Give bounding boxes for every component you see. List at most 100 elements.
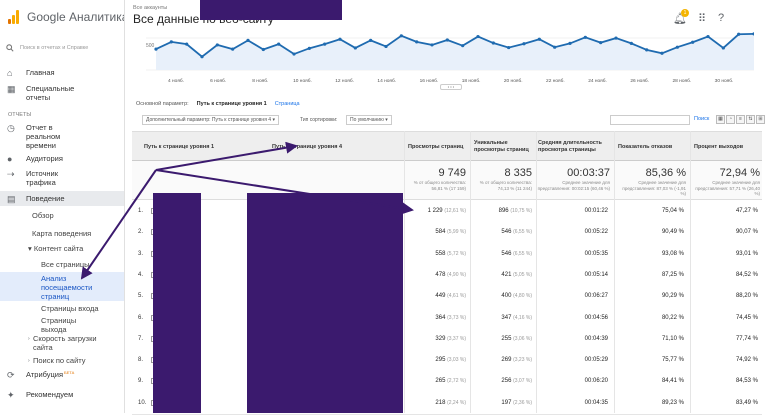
sidebar-item-all-pages[interactable]: Все страницы bbox=[0, 260, 124, 271]
col-header-page-path-4[interactable]: Путь к странице уровня 4 bbox=[272, 143, 343, 150]
data-point[interactable] bbox=[675, 45, 679, 49]
table-row[interactable]: 2. 584 (5,99 %) 546 (6,55 %) 00:05:22 90,49 … bbox=[132, 221, 762, 245]
data-point[interactable] bbox=[399, 34, 403, 38]
data-point[interactable] bbox=[645, 48, 649, 52]
sort-type-dropdown[interactable]: По умолчанию ▾ bbox=[346, 115, 392, 125]
data-point[interactable] bbox=[737, 32, 741, 36]
sidebar-item-site-speed[interactable]: › Скорость загрузки сайта bbox=[0, 334, 124, 353]
data-point[interactable] bbox=[445, 38, 449, 42]
table-view-icon[interactable]: ▦ bbox=[716, 115, 725, 124]
sidebar-item-landing-pages[interactable]: Страницы входа bbox=[0, 304, 124, 315]
cell-avg-time: 00:06:20 bbox=[584, 378, 608, 385]
data-point[interactable] bbox=[706, 34, 710, 39]
sidebar-item-acquisition[interactable]: ⇢ Источник трафика bbox=[0, 169, 124, 189]
data-point[interactable] bbox=[261, 47, 265, 52]
data-point[interactable] bbox=[185, 42, 189, 46]
sidebar-item-audience[interactable]: ● Аудитория bbox=[0, 154, 124, 165]
chart-collapse-handle[interactable]: • • • bbox=[440, 84, 462, 90]
col-header-bounce-rate[interactable]: Показатель отказов bbox=[618, 143, 673, 150]
table-row[interactable]: 10. 218 (2,24 %) 197 (2,36 %) 00:04:35 89,23… bbox=[132, 391, 762, 415]
data-point[interactable] bbox=[353, 46, 357, 50]
col-header-page-path-1[interactable]: Путь к странице уровня 1 bbox=[144, 143, 215, 150]
data-point[interactable] bbox=[583, 35, 587, 39]
data-point[interactable] bbox=[169, 40, 173, 44]
sidebar-item-overview[interactable]: Обзор bbox=[0, 211, 124, 222]
pivot-view-icon[interactable]: ⊞ bbox=[756, 115, 765, 124]
col-header-avg-time[interactable]: Средняя длительность просмотра страницы bbox=[538, 140, 602, 153]
sidebar-item-exit-pages[interactable]: Страницы выхода bbox=[0, 316, 124, 335]
table-row[interactable]: 9. 265 (2,72 %) 256 (3,07 %) 00:06:20 84,41 … bbox=[132, 370, 762, 394]
data-point[interactable] bbox=[246, 38, 250, 42]
data-point[interactable] bbox=[154, 47, 158, 51]
data-point[interactable] bbox=[721, 46, 725, 50]
data-point[interactable] bbox=[277, 42, 281, 46]
redaction-block bbox=[153, 193, 201, 413]
col-header-pageviews[interactable]: Просмотры страниц bbox=[408, 143, 464, 150]
data-point[interactable] bbox=[231, 47, 235, 51]
sidebar-item-realtime[interactable]: ◷ Отчет в реальном времени bbox=[0, 123, 124, 153]
x-tick-label: 26 нояб. bbox=[630, 78, 649, 84]
data-point[interactable] bbox=[522, 42, 526, 46]
sidebar-item-attribution[interactable]: ⟳ Атрибуция БЕТА bbox=[0, 370, 124, 381]
table-row[interactable]: 6. 364 (3,73 %) 347 (4,16 %) 00:04:56 80,22 … bbox=[132, 306, 762, 330]
sidebar-item-behavior[interactable]: ▤ Поведение bbox=[0, 191, 124, 206]
ga-logo[interactable]: Google Аналитика bbox=[8, 10, 124, 24]
data-point[interactable] bbox=[430, 43, 434, 47]
data-point[interactable] bbox=[307, 46, 311, 50]
comparison-view-icon[interactable]: ⇅ bbox=[746, 115, 755, 124]
col-header-unique-pageviews[interactable]: Уникальные просмотры страниц bbox=[474, 140, 529, 153]
sidebar-item-behavior-flow[interactable]: Карта поведения bbox=[0, 229, 124, 240]
secondary-dimension-dropdown[interactable]: Дополнительный параметр: Путь к странице… bbox=[142, 115, 279, 125]
cell-exit-rate: 84,52 % bbox=[735, 271, 758, 278]
data-point[interactable] bbox=[691, 40, 695, 44]
data-point[interactable] bbox=[660, 51, 664, 55]
help-icon[interactable]: ? bbox=[718, 12, 725, 24]
data-point[interactable] bbox=[200, 55, 204, 59]
data-point[interactable] bbox=[415, 40, 419, 44]
data-point[interactable] bbox=[369, 38, 373, 42]
data-point[interactable] bbox=[323, 42, 327, 46]
data-point[interactable] bbox=[614, 36, 618, 40]
cell-avg-time: 00:05:29 bbox=[584, 357, 608, 364]
performance-view-icon[interactable]: ≡ bbox=[736, 115, 745, 124]
table-row[interactable]: 1. 1 229 (12,61 %) 896 (10,75 %) 00:01:22 75… bbox=[132, 200, 762, 223]
table-row[interactable]: 5. 449 (4,61 %) 400 (4,80 %) 00:06:27 90,29 … bbox=[132, 285, 762, 309]
percent-view-icon[interactable]: ◔ bbox=[726, 115, 735, 124]
data-point[interactable] bbox=[568, 41, 572, 45]
col-header-exit-rate[interactable]: Процент выходов bbox=[694, 143, 744, 150]
data-point[interactable] bbox=[507, 45, 511, 50]
table-row[interactable]: 7. 329 (3,37 %) 255 (3,06 %) 00:04:39 71,10 … bbox=[132, 327, 762, 351]
apps-grid-icon[interactable]: ⠿ bbox=[698, 13, 707, 25]
data-point[interactable] bbox=[599, 41, 603, 45]
sidebar-item-custom-reports[interactable]: ▦ Специальные отчеты bbox=[0, 84, 124, 104]
sidebar-item-site-search[interactable]: › Поиск по сайту bbox=[0, 356, 124, 366]
data-point[interactable] bbox=[215, 43, 219, 47]
cell-unique-pageviews: 347 (4,16 %) bbox=[501, 314, 532, 321]
data-point[interactable] bbox=[338, 37, 342, 41]
primary-dimension-active[interactable]: Путь к странице уровня 1 bbox=[196, 101, 267, 107]
secondary-dimension-label: Дополнительный параметр: Путь к странице… bbox=[146, 117, 272, 123]
data-point[interactable] bbox=[384, 44, 388, 49]
table-row[interactable]: 8. 295 (3,03 %) 269 (3,23 %) 00:05:29 75,77 … bbox=[132, 349, 762, 373]
sidebar-item-home[interactable]: ⌂ Главная bbox=[0, 68, 124, 79]
data-point[interactable] bbox=[476, 34, 480, 39]
total-pageviews: 9 749% от общего количества: 56,81 % (17… bbox=[404, 167, 466, 191]
breadcrumb[interactable]: Все аккаунты bbox=[133, 5, 168, 11]
data-point[interactable] bbox=[461, 44, 465, 48]
search-button[interactable]: Поиск bbox=[694, 116, 710, 122]
data-point[interactable] bbox=[537, 37, 541, 41]
table-row[interactable]: 4. 478 (4,90 %) 421 (5,05 %) 00:05:14 87,25 … bbox=[132, 263, 762, 287]
table-row[interactable]: 3. 558 (5,72 %) 546 (6,55 %) 00:05:35 93,08 … bbox=[132, 242, 762, 266]
sidebar-item-discover[interactable]: ✦ Рекомендуем bbox=[0, 390, 124, 401]
total-unique-pageviews: 8 335% от общего количества: 74,13 % (11… bbox=[470, 167, 532, 191]
data-point[interactable] bbox=[292, 52, 296, 56]
sidebar-item-site-content[interactable]: ▾ Контент сайта bbox=[0, 244, 124, 255]
data-point[interactable] bbox=[553, 45, 557, 49]
table-controls: Дополнительный параметр: Путь к странице… bbox=[142, 113, 765, 127]
primary-dimension-link[interactable]: Страница bbox=[274, 101, 300, 107]
table-search-input[interactable] bbox=[610, 115, 690, 125]
sidebar-search[interactable]: Поиск в отчетах и Справке bbox=[6, 40, 122, 56]
data-point[interactable] bbox=[629, 41, 633, 45]
data-point[interactable] bbox=[491, 41, 495, 45]
sidebar-item-content-drilldown[interactable]: Анализ посещаемости страниц bbox=[0, 272, 124, 301]
